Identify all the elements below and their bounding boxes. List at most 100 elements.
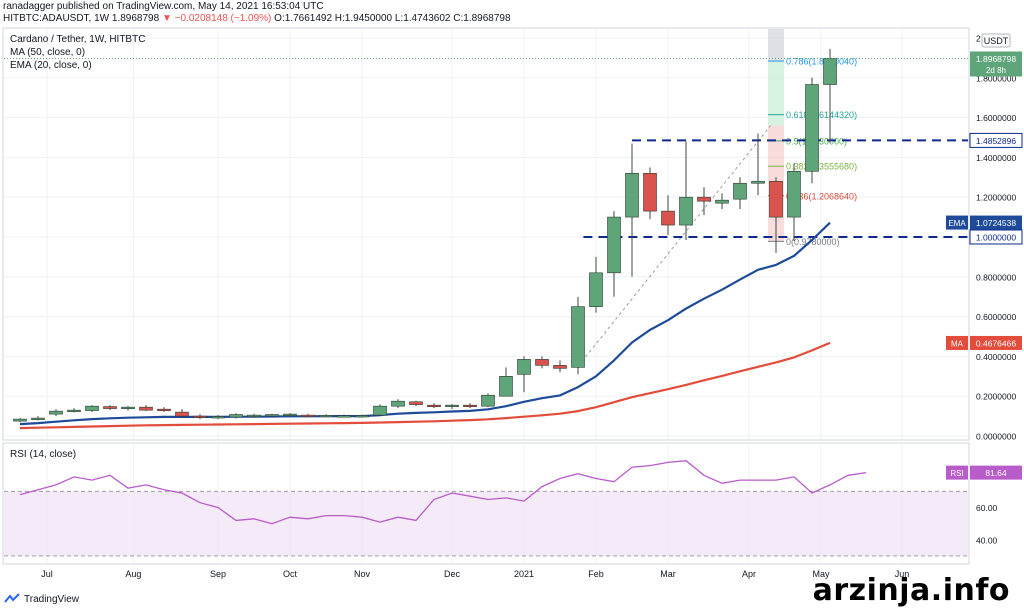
candle-body	[337, 415, 351, 418]
fib-level-label: 0.618(1.6144320)	[786, 110, 857, 120]
candle-body	[13, 418, 27, 422]
low-value: 1.4743602	[403, 13, 451, 24]
candlestick-series[interactable]	[13, 48, 837, 423]
rsi-tick-label: 60.00	[976, 503, 998, 513]
candle-body	[571, 306, 585, 368]
ema-20-series	[19, 221, 831, 426]
publisher-line: ranadagger published on TradingView.com,…	[3, 1, 324, 12]
candle-body	[157, 408, 171, 411]
resistance-badge-box	[969, 132, 1023, 148]
candle-body	[499, 376, 513, 397]
ma-value-text: 0.4676466	[976, 338, 1016, 348]
rsi-label-text: RSI	[950, 469, 963, 478]
candle-body	[481, 394, 495, 407]
rsi-tick-label: 40.00	[976, 535, 998, 545]
candle-body	[391, 400, 405, 407]
ema-20-line	[19, 221, 831, 426]
resistance-badge-text: 1.4852896	[976, 136, 1016, 146]
currency-label: USDT	[984, 36, 1009, 46]
candle-body	[625, 172, 639, 218]
last-price-badge-text: 1.8968798	[976, 54, 1016, 64]
price-tick-label: 0.4000000	[976, 352, 1016, 362]
time-tick-label: Aug	[125, 569, 141, 579]
rsi-axis[interactable]: 40.00 60.00	[976, 503, 998, 545]
price-tick-label: 0.2000000	[976, 392, 1016, 402]
last-price: 1.8968798	[111, 13, 160, 24]
candle-body	[121, 406, 135, 409]
rsi-band-fill	[4, 491, 968, 556]
price-tick-label: 1.6000000	[976, 113, 1016, 123]
rsi-value-text: 81.64	[985, 468, 1007, 478]
last-price-badge-box	[970, 51, 1022, 77]
candle-body	[697, 196, 711, 202]
candle-body	[319, 415, 333, 418]
candle-body	[517, 359, 531, 375]
candle-body	[769, 180, 783, 218]
tradingview-logo[interactable]: TradingView	[4, 593, 79, 605]
candle-body	[211, 416, 225, 419]
chart-canvas[interactable]: 0(0.9780000) 0.236(1.2068640) 0.382(1.3555…	[0, 26, 1024, 590]
horizontal-levels[interactable]	[583, 139, 968, 238]
ma-50-line	[19, 341, 831, 430]
time-axis[interactable]: Jul Aug Sep Oct Nov Dec 2021 Feb Mar Apr May Jun	[41, 569, 909, 579]
fib-level-label: 0.236(1.2068640)	[786, 191, 857, 201]
price-badges: 1.8968798 2d 8h 1.4852896 1.0000000 EMA 1.072…	[4, 51, 1023, 480]
ma-value-box	[970, 335, 1022, 350]
time-tick-label: Jul	[41, 569, 53, 579]
rsi-series	[19, 460, 867, 525]
support-badge-box	[969, 229, 1023, 245]
candle-body	[535, 359, 549, 366]
ema-label-box	[946, 215, 968, 230]
candle-body	[463, 404, 477, 407]
candle-body	[805, 84, 819, 172]
legend-ema: EMA (20, close, 0)	[10, 60, 92, 71]
candle-body	[823, 58, 837, 85]
time-tick-label: Apr	[742, 569, 756, 579]
candle-body	[229, 414, 243, 418]
candle-body	[31, 417, 45, 420]
ma-50-series	[19, 341, 831, 430]
close-label: C:	[453, 13, 464, 24]
candle-body	[445, 404, 459, 407]
fib-level-label: 0(0.9780000)	[786, 237, 840, 247]
candle-body	[175, 411, 189, 417]
price-tick-label: 0.0000000	[976, 432, 1016, 442]
candle-body	[193, 415, 207, 418]
candle-body	[49, 410, 63, 415]
rsi-line	[19, 460, 867, 525]
rsi-value-box	[970, 465, 1022, 480]
price-tick-label: 1.8000000	[976, 73, 1016, 83]
tradingview-icon	[4, 593, 20, 603]
candle-body	[733, 182, 747, 200]
fib-zone-green	[768, 61, 784, 126]
candle-body	[373, 405, 387, 416]
price-tick-label: 1.4000000	[976, 153, 1016, 163]
open-value: 1.7661492	[284, 13, 333, 24]
symbol: HITBTC:ADAUSDT, 1W	[3, 13, 110, 24]
legend-rsi: RSI (14, close)	[10, 449, 76, 460]
legend-ma: MA (50, close, 0)	[10, 47, 85, 58]
time-tick-label: Dec	[444, 569, 461, 579]
ema-value-text: 1.0724538	[976, 218, 1016, 228]
time-tick-label: Feb	[588, 569, 604, 579]
footer: TradingView arzinja.info	[0, 573, 1024, 610]
candle-body	[301, 414, 315, 417]
time-tick-label: Nov	[354, 569, 371, 579]
candle-body	[679, 196, 693, 226]
support-badge-text: 1.0000000	[976, 232, 1016, 242]
currency-chip[interactable]	[981, 33, 1011, 48]
time-tick-label: Jun	[895, 569, 910, 579]
candle-body	[715, 199, 729, 204]
time-tick-label: May	[812, 569, 830, 579]
price-tick-label: 0.6000000	[976, 312, 1016, 322]
candle-body	[553, 365, 567, 369]
ohlc-line: HITBTC:ADAUSDT, 1W 1.8968798 ▼ −0.020814…	[3, 13, 511, 25]
price-pane[interactable]	[2, 27, 970, 441]
candle-body	[607, 216, 621, 274]
price-tick-label: 0.8000000	[976, 272, 1016, 282]
candle-body	[283, 413, 297, 416]
candle-body	[427, 404, 441, 407]
high-value: 1.9450000	[344, 13, 393, 24]
candle-body	[787, 171, 801, 218]
close-value: 1.8968798	[463, 13, 511, 24]
